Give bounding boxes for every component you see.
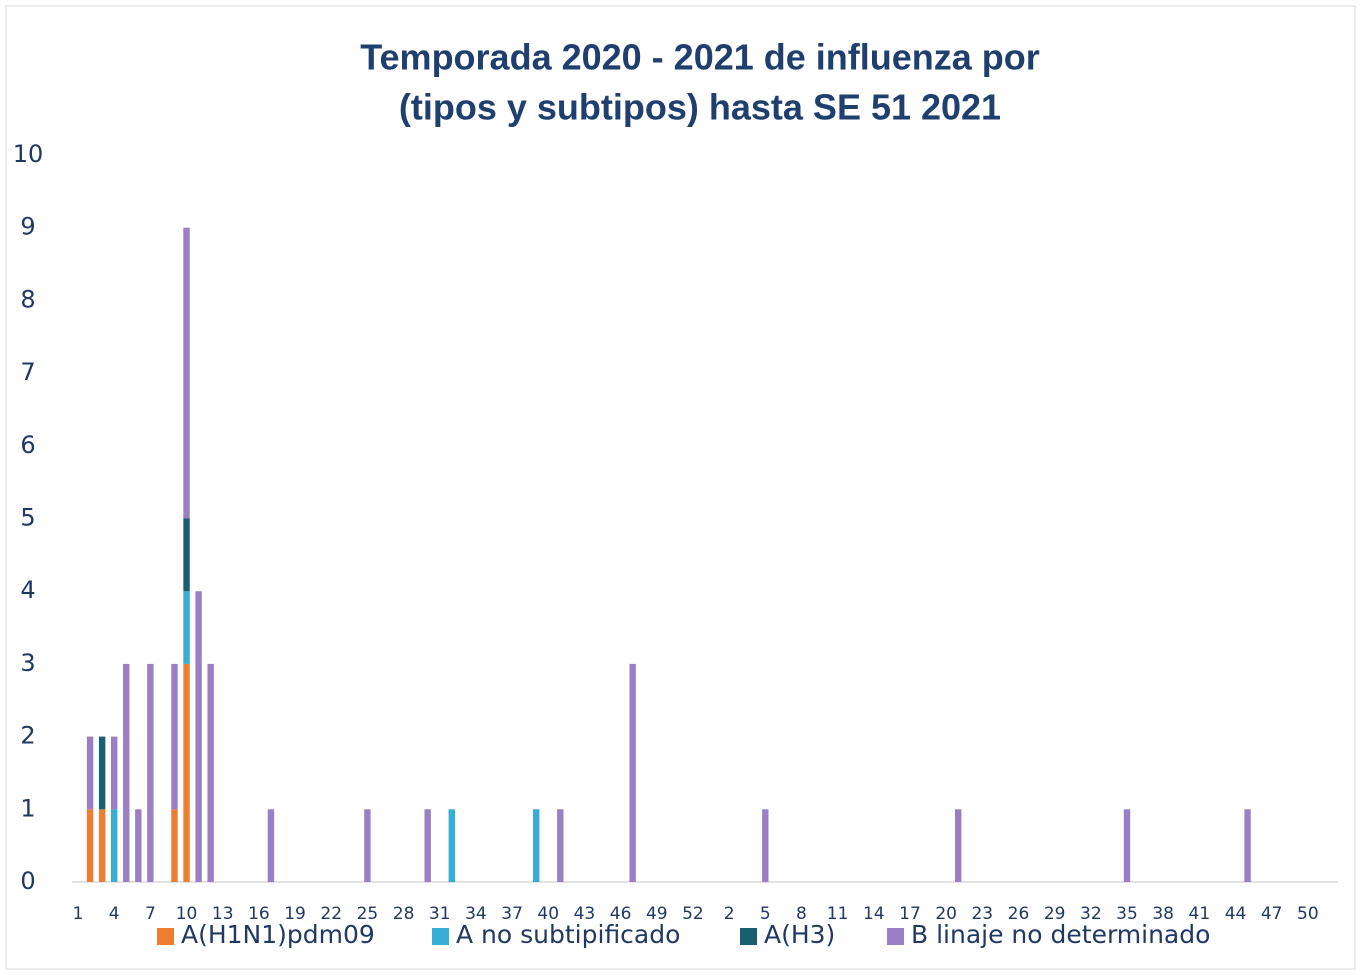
legend-swatch <box>887 928 904 945</box>
bar-segment <box>183 591 190 664</box>
bar-segment <box>111 736 118 810</box>
bar-segment <box>86 736 94 810</box>
legend-label: A(H3) <box>764 920 835 949</box>
bar-segment <box>171 809 178 882</box>
x-tick-label: 10 <box>176 904 198 924</box>
x-tick-label: 23 <box>971 904 993 924</box>
x-tick-label: 32 <box>1080 904 1102 924</box>
x-tick-label: 4 <box>109 904 120 924</box>
bar-segment <box>533 809 540 882</box>
x-tick-label: 38 <box>1152 904 1174 924</box>
y-tick-label: 5 <box>20 504 35 532</box>
x-tick-label: 17 <box>899 904 921 924</box>
x-tick-label: 16 <box>248 904 270 924</box>
bar-segment <box>364 809 371 882</box>
legend-label: B linaje no determinado <box>911 920 1210 949</box>
x-tick-label: 49 <box>646 904 668 924</box>
y-tick-label: 8 <box>20 285 35 313</box>
bar-segment <box>183 663 190 882</box>
x-tick-label: 34 <box>465 904 487 924</box>
y-tick-label: 7 <box>20 358 35 386</box>
x-tick-label: 46 <box>610 904 632 924</box>
x-tick-label: 22 <box>320 904 342 924</box>
x-tick-label: 1 <box>73 904 84 924</box>
chart-title: (tipos y subtipos) hasta SE 51 2021 <box>399 87 1001 128</box>
bar-segment <box>629 663 636 882</box>
x-tick-label: 52 <box>682 904 704 924</box>
x-tick-label: 43 <box>574 904 596 924</box>
legend-swatch <box>740 928 757 945</box>
chart-title: Temporada 2020 - 2021 de influenza por <box>360 37 1040 78</box>
x-tick-label: 35 <box>1116 904 1138 924</box>
x-tick-label: 47 <box>1261 904 1283 924</box>
legend-label: A no subtipificado <box>456 920 680 949</box>
x-tick-label: 20 <box>935 904 957 924</box>
legend-swatch <box>432 928 449 945</box>
x-tick-label: 14 <box>863 904 885 924</box>
bar-segment <box>86 809 94 882</box>
bar-segment <box>762 809 769 882</box>
bar-segment <box>111 809 118 882</box>
bar-segment <box>1123 809 1131 882</box>
bar-segment <box>557 809 564 882</box>
y-tick-label: 10 <box>13 140 44 168</box>
x-tick-label: 40 <box>537 904 559 924</box>
legend-label: A(H1N1)pdm09 <box>181 920 375 949</box>
bar-segment <box>207 663 214 882</box>
x-tick-label: 26 <box>1008 904 1030 924</box>
x-tick-label: 19 <box>284 904 306 924</box>
chart-frame <box>5 5 1356 970</box>
bar-segment <box>195 591 202 882</box>
x-tick-label: 37 <box>501 904 523 924</box>
x-tick-label: 28 <box>393 904 415 924</box>
bar-segment <box>147 663 154 882</box>
bar-segment <box>183 518 190 592</box>
x-tick-label: 8 <box>796 904 807 924</box>
bar-segment <box>424 809 431 882</box>
x-tick-label: 31 <box>429 904 451 924</box>
x-tick-label: 44 <box>1225 904 1247 924</box>
bar-segment <box>448 809 455 882</box>
x-tick-label: 7 <box>145 904 156 924</box>
bar-segment <box>98 809 106 882</box>
bar-segment <box>955 809 962 882</box>
y-tick-label: 9 <box>20 213 35 241</box>
bar-segment <box>123 663 130 882</box>
y-tick-label: 2 <box>20 722 35 750</box>
bar-segment <box>171 663 178 810</box>
x-tick-label: 13 <box>212 904 234 924</box>
x-tick-label: 11 <box>827 904 849 924</box>
x-tick-label: 2 <box>724 904 735 924</box>
x-tick-label: 41 <box>1189 904 1211 924</box>
y-tick-label: 6 <box>20 431 35 459</box>
y-tick-label: 0 <box>20 867 35 895</box>
bar-segment <box>135 809 142 882</box>
bar-segment <box>1244 809 1251 882</box>
y-tick-label: 3 <box>20 649 35 677</box>
x-tick-label: 25 <box>357 904 379 924</box>
bar-segment <box>267 809 275 882</box>
x-tick-label: 5 <box>760 904 771 924</box>
legend-swatch <box>157 928 174 945</box>
x-tick-label: 29 <box>1044 904 1066 924</box>
bar-segment <box>183 227 190 519</box>
y-tick-label: 1 <box>20 794 35 822</box>
x-tick-label: 50 <box>1297 904 1319 924</box>
y-tick-label: 4 <box>20 576 35 604</box>
bar-segment <box>98 736 106 810</box>
